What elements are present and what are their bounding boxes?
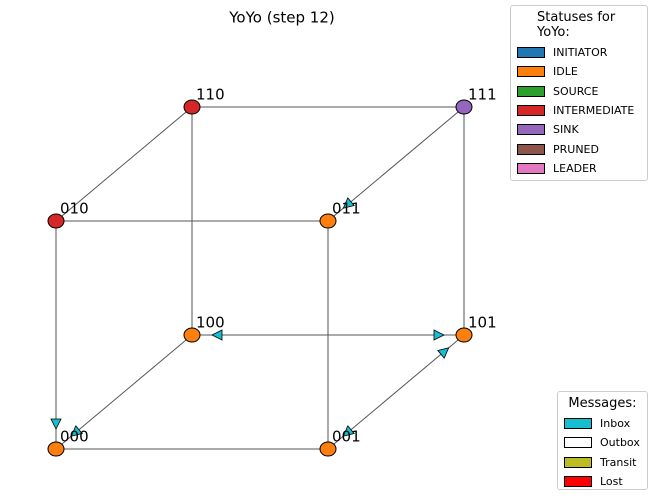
legend-label: Lost: [600, 475, 623, 489]
legend-label: INTERMEDIATE: [553, 104, 635, 118]
node: [47, 213, 65, 229]
legend-swatch: [564, 418, 592, 430]
node-label: 100: [196, 314, 225, 332]
node-label: 010: [60, 200, 89, 218]
legend-item: Outbox: [564, 433, 641, 452]
legend-swatch: [517, 105, 545, 117]
legend-swatch: [564, 437, 592, 449]
message: [50, 418, 62, 430]
legend-swatch: [517, 162, 545, 174]
node-label: 110: [196, 86, 225, 104]
node: [183, 99, 201, 115]
node: [455, 327, 473, 343]
node-label: 001: [332, 428, 361, 446]
message-legend: Messages: Inbox Outbox Transit Lost: [557, 391, 648, 490]
node-label: 111: [468, 86, 497, 104]
legend-item: LEADER: [517, 159, 641, 178]
edge: [55, 106, 193, 222]
message: [70, 425, 83, 437]
node-label: 101: [468, 314, 497, 332]
message: [342, 197, 355, 209]
legend-swatch: [564, 476, 592, 488]
legend-item: SINK: [517, 120, 641, 139]
message: [433, 329, 445, 341]
legend-label: SINK: [553, 123, 579, 137]
legend-label: Inbox: [600, 417, 631, 431]
message: [437, 347, 450, 359]
legend-title: Messages:: [568, 396, 637, 411]
legend-label: SOURCE: [553, 84, 599, 98]
legend-swatch: [564, 456, 592, 468]
legend-label: PRUNED: [553, 142, 599, 156]
node: [319, 213, 337, 229]
legend-swatch: [517, 124, 545, 136]
legend-label: LEADER: [553, 161, 597, 175]
node-label: 000: [60, 428, 89, 446]
edges: [55, 106, 465, 450]
node: [319, 441, 337, 457]
legend-item: PRUNED: [517, 139, 641, 158]
title: YoYo (step 12): [228, 9, 334, 27]
node-label: 011: [332, 200, 361, 218]
legend-item: INITIATOR: [517, 43, 641, 62]
message: [211, 329, 223, 341]
status-legend: Statuses for YoYo: INITIATOR IDLE SOURCE IN…: [510, 5, 648, 181]
legend-swatch: [517, 143, 545, 155]
legend-swatch: [517, 66, 545, 78]
legend-label: Outbox: [600, 436, 640, 450]
legend-swatch: [517, 47, 545, 59]
legend-title: Statuses for YoYo:: [537, 10, 616, 40]
legend-item: SOURCE: [517, 82, 641, 101]
node: [455, 99, 473, 115]
legend-item: IDLE: [517, 62, 641, 81]
message: [342, 425, 355, 437]
legend-label: Transit: [600, 455, 637, 469]
legend-item: Inbox: [564, 414, 641, 433]
nodes: 110 111 010 011 100 101 000 001: [47, 86, 497, 457]
legend-item: INTERMEDIATE: [517, 101, 641, 120]
node: [47, 441, 65, 457]
legend-label: INITIATOR: [553, 46, 608, 60]
legend-label: IDLE: [553, 65, 578, 79]
node: [183, 327, 201, 343]
legend-swatch: [517, 85, 545, 97]
legend-item: Lost: [564, 472, 641, 491]
legend-item: Transit: [564, 453, 641, 472]
messages: [50, 197, 450, 437]
